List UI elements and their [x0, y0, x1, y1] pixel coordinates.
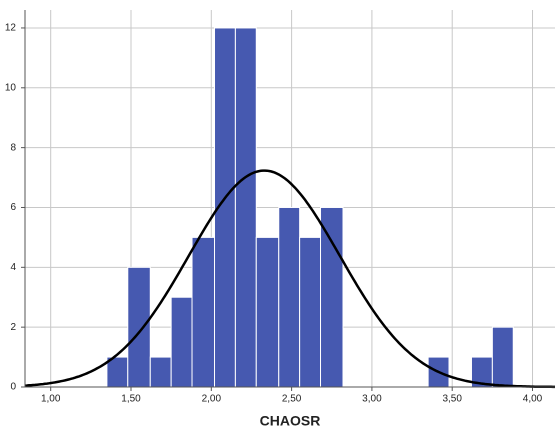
x-tick-label: 1,00 [41, 394, 61, 405]
bar [191, 236, 216, 388]
y-tick-label: 2 [10, 322, 16, 333]
bar [149, 356, 172, 388]
bar [278, 206, 301, 388]
normal-curve [24, 169, 555, 389]
y-tick-label: 4 [10, 262, 16, 273]
y-tick-label: 8 [10, 142, 16, 153]
x-tick-label: 1,50 [121, 394, 141, 405]
bar [127, 266, 151, 388]
x-tick-label: 2,50 [282, 394, 302, 405]
bar [255, 236, 280, 388]
bar [299, 236, 322, 388]
y-tick-label: 12 [5, 23, 17, 34]
bar [234, 27, 257, 388]
bar [170, 296, 193, 388]
y-tick-label: 0 [10, 382, 16, 393]
bar [491, 326, 514, 388]
x-tick-label: 3,50 [442, 394, 462, 405]
x-tick-label: 3,00 [362, 394, 382, 405]
x-axis-label: CHAOSR [260, 413, 321, 429]
y-tick-label: 6 [10, 202, 16, 213]
x-tick-label: 2,00 [202, 394, 222, 405]
bar [320, 206, 344, 388]
x-tick-label: 4,00 [523, 394, 543, 405]
y-tick-label: 10 [5, 82, 17, 93]
